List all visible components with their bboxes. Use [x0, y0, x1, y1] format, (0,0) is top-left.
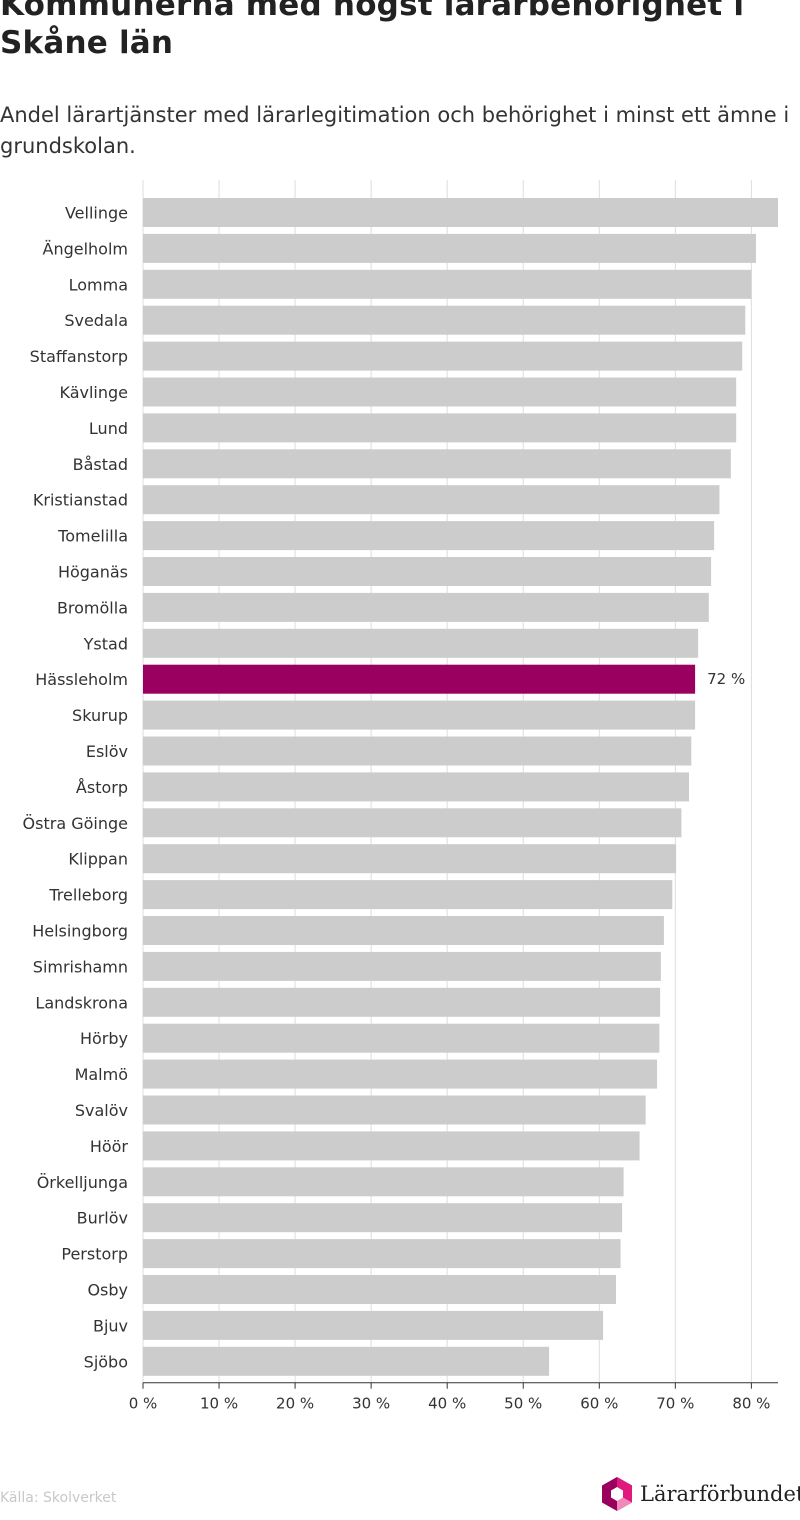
category-label: Hörby — [80, 1029, 128, 1048]
category-label: Östra Göinge — [23, 814, 128, 833]
bar — [143, 233, 756, 263]
chart-title: Kommunerna med högst lärarbehörighet i S… — [0, 0, 745, 61]
category-label: Svedala — [64, 311, 128, 330]
bar — [143, 305, 746, 335]
bar — [143, 844, 677, 874]
category-label: Ängelholm — [43, 239, 129, 258]
bar — [143, 700, 696, 730]
category-label: Kristianstad — [33, 491, 128, 510]
x-tick-label: 60 % — [580, 1395, 618, 1413]
bar — [143, 485, 720, 515]
bar — [143, 808, 682, 838]
category-label: Höör — [90, 1137, 129, 1156]
category-label: Lomma — [69, 275, 128, 294]
category-label: Örkelljunga — [37, 1173, 128, 1192]
x-tick-label: 50 % — [504, 1395, 542, 1413]
category-label: Vellinge — [65, 204, 128, 223]
bar — [143, 951, 661, 981]
bar — [143, 880, 673, 910]
bar — [143, 628, 699, 658]
bar — [143, 269, 752, 299]
bar — [143, 1239, 621, 1269]
logo-text: Lärarförbundet — [640, 1482, 800, 1506]
bar — [143, 1059, 658, 1089]
category-label: Trelleborg — [48, 886, 128, 905]
category-label: Bjuv — [93, 1316, 128, 1335]
category-label: Kävlinge — [59, 383, 128, 402]
bar — [143, 1310, 604, 1340]
bar — [143, 449, 731, 479]
x-tick-label: 40 % — [428, 1395, 466, 1413]
hexagon-logo-icon — [602, 1477, 632, 1511]
bar — [143, 377, 737, 407]
category-label: Båstad — [73, 455, 128, 474]
category-label: Hässleholm — [35, 670, 128, 689]
bar — [143, 341, 743, 371]
bar-chart: Vellinge Ängelholm Lomma Svedala Staffanstor… — [23, 180, 778, 1413]
source-note: Källa: Skolverket — [0, 1490, 117, 1506]
bar — [143, 557, 712, 586]
brand-logo[interactable]: Lärarförbundet — [600, 1476, 800, 1512]
bar — [143, 1131, 640, 1161]
bar — [143, 521, 715, 551]
category-label: Svalöv — [75, 1101, 128, 1120]
bar — [143, 916, 664, 945]
x-tick-label: 70 % — [656, 1395, 694, 1413]
x-tick-label: 0 % — [129, 1395, 158, 1413]
category-label: Malmö — [75, 1065, 128, 1084]
category-label: Eslöv — [86, 742, 128, 761]
bar — [143, 987, 661, 1017]
category-label: Simrishamn — [33, 957, 128, 976]
bar — [143, 198, 778, 227]
category-label: Osby — [87, 1281, 128, 1300]
bar — [143, 736, 692, 766]
category-label: Tomelilla — [57, 527, 128, 546]
category-label: Perstorp — [61, 1245, 128, 1264]
bar — [143, 1203, 623, 1233]
bar — [143, 1167, 624, 1197]
data-label: 72 % — [707, 670, 745, 688]
bar — [143, 1275, 617, 1304]
bar — [143, 413, 737, 443]
category-label: Ystad — [83, 634, 128, 653]
bar — [143, 592, 709, 622]
category-label: Skurup — [72, 706, 128, 725]
chart-subtitle: Andel lärartjänster med lärarlegitimatio… — [0, 103, 790, 158]
bar — [143, 772, 690, 802]
category-label: Höganäs — [58, 563, 128, 582]
category-label: Sjöbo — [84, 1352, 128, 1371]
bar — [143, 1023, 660, 1053]
category-label: Klippan — [68, 850, 128, 869]
category-label: Lund — [89, 419, 128, 438]
category-label: Landskrona — [35, 993, 128, 1012]
category-label: Burlöv — [77, 1209, 128, 1228]
bar — [143, 1095, 646, 1125]
category-label: Staffanstorp — [30, 347, 128, 366]
x-tick-label: 80 % — [732, 1395, 770, 1413]
category-label: Helsingborg — [32, 922, 128, 941]
category-label: Bromölla — [57, 598, 128, 617]
x-tick-label: 20 % — [276, 1395, 314, 1413]
x-tick-label: 10 % — [200, 1395, 238, 1413]
bar — [143, 1346, 550, 1376]
category-label: Åstorp — [76, 778, 128, 797]
bar — [143, 664, 696, 694]
x-tick-label: 30 % — [352, 1395, 390, 1413]
